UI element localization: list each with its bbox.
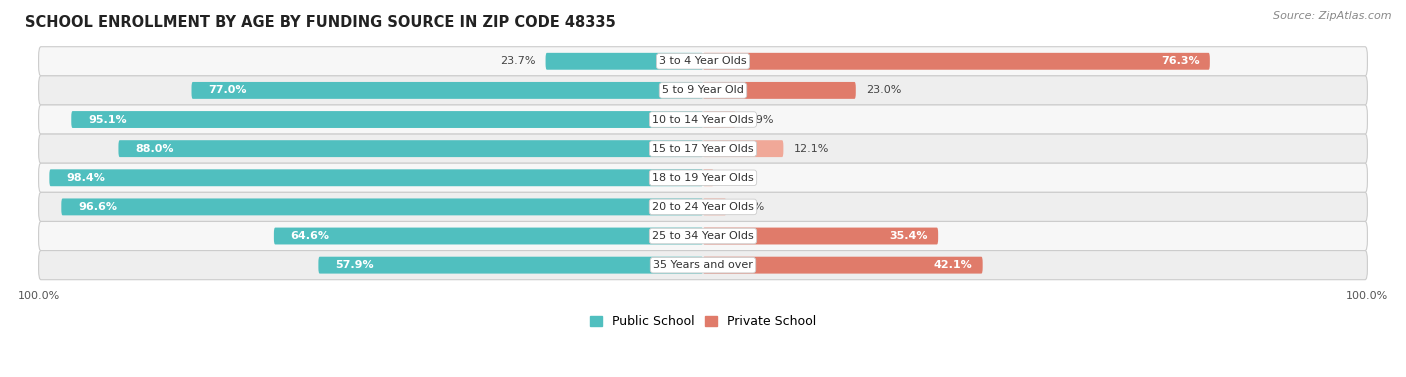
FancyBboxPatch shape xyxy=(38,251,1368,280)
FancyBboxPatch shape xyxy=(318,257,703,274)
FancyBboxPatch shape xyxy=(703,53,1209,70)
FancyBboxPatch shape xyxy=(72,111,703,128)
Text: 64.6%: 64.6% xyxy=(291,231,329,241)
FancyBboxPatch shape xyxy=(703,169,714,186)
Text: 23.0%: 23.0% xyxy=(866,86,901,95)
Text: 4.9%: 4.9% xyxy=(745,115,775,124)
FancyBboxPatch shape xyxy=(703,111,735,128)
Text: 5 to 9 Year Old: 5 to 9 Year Old xyxy=(662,86,744,95)
Text: 15 to 17 Year Olds: 15 to 17 Year Olds xyxy=(652,144,754,154)
Text: 18 to 19 Year Olds: 18 to 19 Year Olds xyxy=(652,173,754,183)
Text: 25 to 34 Year Olds: 25 to 34 Year Olds xyxy=(652,231,754,241)
Text: 88.0%: 88.0% xyxy=(135,144,173,154)
FancyBboxPatch shape xyxy=(703,257,983,274)
Text: SCHOOL ENROLLMENT BY AGE BY FUNDING SOURCE IN ZIP CODE 48335: SCHOOL ENROLLMENT BY AGE BY FUNDING SOUR… xyxy=(25,15,616,30)
Text: 42.1%: 42.1% xyxy=(934,260,973,270)
FancyBboxPatch shape xyxy=(49,169,703,186)
Text: 98.4%: 98.4% xyxy=(66,173,105,183)
FancyBboxPatch shape xyxy=(703,140,783,157)
FancyBboxPatch shape xyxy=(546,53,703,70)
Text: 3 to 4 Year Olds: 3 to 4 Year Olds xyxy=(659,56,747,66)
Text: 20 to 24 Year Olds: 20 to 24 Year Olds xyxy=(652,202,754,212)
Text: 95.1%: 95.1% xyxy=(89,115,127,124)
FancyBboxPatch shape xyxy=(38,76,1368,105)
Legend: Public School, Private School: Public School, Private School xyxy=(585,310,821,333)
FancyBboxPatch shape xyxy=(38,221,1368,251)
Text: 57.9%: 57.9% xyxy=(335,260,374,270)
FancyBboxPatch shape xyxy=(62,198,703,215)
Text: 3.5%: 3.5% xyxy=(737,202,765,212)
FancyBboxPatch shape xyxy=(191,82,703,99)
Text: 35 Years and over: 35 Years and over xyxy=(652,260,754,270)
FancyBboxPatch shape xyxy=(38,105,1368,134)
Text: 23.7%: 23.7% xyxy=(501,56,536,66)
Text: 76.3%: 76.3% xyxy=(1161,56,1199,66)
FancyBboxPatch shape xyxy=(118,140,703,157)
FancyBboxPatch shape xyxy=(703,82,856,99)
FancyBboxPatch shape xyxy=(703,228,938,244)
Text: 12.1%: 12.1% xyxy=(793,144,828,154)
FancyBboxPatch shape xyxy=(38,134,1368,163)
FancyBboxPatch shape xyxy=(274,228,703,244)
Text: 77.0%: 77.0% xyxy=(208,86,246,95)
FancyBboxPatch shape xyxy=(703,198,727,215)
FancyBboxPatch shape xyxy=(38,163,1368,192)
Text: 35.4%: 35.4% xyxy=(890,231,928,241)
FancyBboxPatch shape xyxy=(38,192,1368,221)
Text: 10 to 14 Year Olds: 10 to 14 Year Olds xyxy=(652,115,754,124)
Text: Source: ZipAtlas.com: Source: ZipAtlas.com xyxy=(1274,11,1392,21)
Text: 1.6%: 1.6% xyxy=(724,173,752,183)
Text: 96.6%: 96.6% xyxy=(77,202,117,212)
FancyBboxPatch shape xyxy=(38,47,1368,76)
